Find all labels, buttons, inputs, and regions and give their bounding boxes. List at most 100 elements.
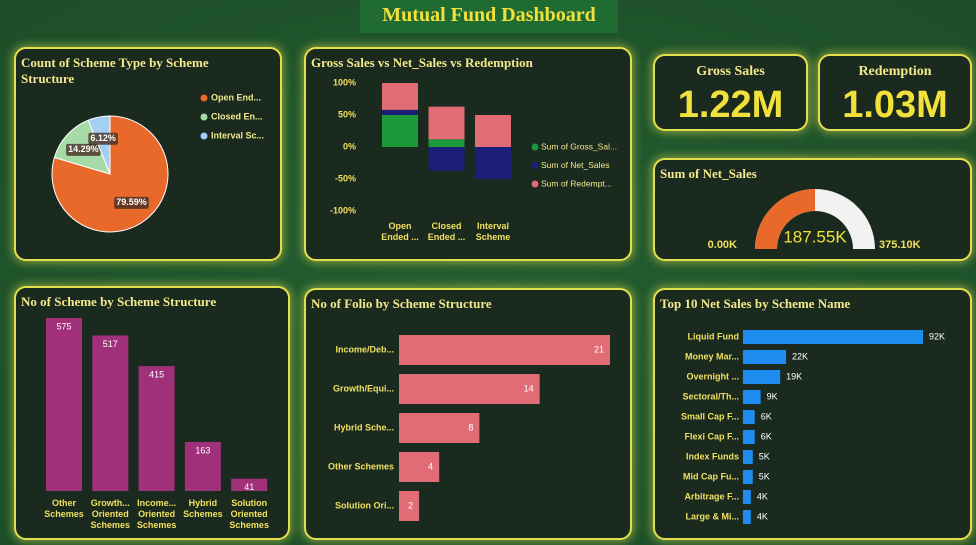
- dashboard-title: Mutual Fund Dashboard: [360, 0, 618, 33]
- data-label: 163: [195, 445, 210, 455]
- bar: [743, 510, 751, 524]
- legend-marker: [200, 113, 208, 121]
- pie-panel: 79.59% Open End... 14.29% Closed En... 6.12%…: [14, 47, 282, 261]
- bar: [399, 413, 480, 443]
- bar-segment: [475, 115, 511, 147]
- bar: [743, 470, 753, 484]
- bar: [743, 490, 751, 504]
- data-label: 415: [149, 370, 164, 380]
- y-tick-label: Income/Deb...: [335, 344, 394, 354]
- chart: 79.59% Open End... 14.29% Closed En... 6.12%…: [51, 92, 264, 233]
- chart: 187.55K 0.00K 375.10K: [708, 189, 921, 251]
- bar-segment: [428, 147, 465, 171]
- y-tick-label: Growth/Equi...: [333, 383, 394, 393]
- x-tick-label: Open Ended ...: [381, 221, 419, 242]
- y-tick-label: -100%: [330, 205, 356, 215]
- y-tick-label: Small Cap F...: [681, 411, 739, 421]
- bar: [399, 335, 610, 365]
- y-tick-label: Hybrid Sche...: [334, 422, 394, 432]
- chart-title: Top 10 Net Sales by Scheme Name: [660, 296, 851, 311]
- bar-segment: [428, 139, 465, 147]
- legend-marker: [531, 143, 539, 151]
- bar: [743, 370, 781, 384]
- y-tick-label: Overnight ...: [686, 371, 739, 381]
- data-label: 4K: [757, 491, 768, 501]
- x-tick-label: Interval Scheme: [475, 221, 511, 242]
- bar: [743, 450, 753, 464]
- bar: [138, 366, 175, 491]
- legend-marker: [200, 132, 208, 140]
- y-tick-label: Large & Mi...: [685, 511, 739, 521]
- chart-title: Count of Scheme Type by Scheme Structure: [21, 55, 209, 86]
- x-tick-label: Other Schemes: [44, 498, 84, 519]
- bar: [743, 330, 923, 344]
- legend-marker: [531, 162, 539, 169]
- gauge-min-label: 0.00K: [708, 239, 737, 251]
- bar: [92, 335, 129, 491]
- chart-title: No of Scheme by Scheme Structure: [21, 294, 217, 309]
- y-tick-label: -50%: [335, 173, 356, 183]
- x-tick-label: Hybrid Schemes: [183, 498, 223, 519]
- legend-label: Sum of Gross_Sal...: [541, 141, 617, 151]
- bar-segment: [382, 83, 418, 110]
- card-label: Gross Sales: [696, 64, 765, 79]
- data-label: 22K: [792, 351, 808, 361]
- chart: Income/Deb... 21 Growth/Equi... 14 Hybrid Sc…: [328, 335, 610, 521]
- gauge-max-label: 375.10K: [879, 239, 921, 251]
- y-tick-label: Sectoral/Th...: [682, 391, 739, 401]
- bar-panel: 575 517 415 163 41 No of Scheme by Scheme St…: [14, 286, 290, 540]
- pie-slice: [87, 115, 111, 175]
- bar: [231, 478, 268, 491]
- chart: 100% 50% 0% -50% -100% Sum of Gross_Sal... Sum…: [330, 77, 617, 215]
- legend-label: Sum of Net_Sales: [541, 160, 610, 170]
- data-label: 2: [408, 500, 413, 510]
- data-label: 4K: [757, 511, 768, 521]
- y-tick-label: 100%: [333, 77, 356, 87]
- y-tick-label: Money Mar...: [685, 351, 739, 361]
- x-tick-label: Growth... Oriented Schemes: [90, 498, 131, 530]
- chart-title: Sum of Net_Sales: [660, 166, 757, 181]
- y-tick-label: Other Schemes: [328, 461, 394, 471]
- y-tick-label: Flexi Cap F...: [684, 431, 739, 441]
- bar: [399, 374, 540, 404]
- bar-segment: [382, 109, 418, 115]
- bar: [743, 410, 755, 424]
- stacked-panel: 100% 50% 0% -50% -100% Sum of Gross_Sal... Sum…: [304, 47, 632, 261]
- hbar-panel: Income/Deb... 21 Growth/Equi... 14 Hybrid Sc…: [304, 288, 632, 540]
- y-tick-label: Mid Cap Fu...: [683, 471, 739, 481]
- kpi-card: Gross Sales 1.22M: [653, 54, 808, 131]
- legend-label: Open End...: [211, 92, 261, 102]
- data-label: 14: [524, 383, 534, 393]
- data-label: 4: [428, 461, 433, 471]
- bar: [743, 350, 787, 364]
- data-label: 9K: [767, 391, 778, 401]
- data-label: 517: [103, 339, 118, 349]
- gauge-value: [755, 189, 815, 249]
- data-label: 21: [594, 344, 604, 354]
- hbar-panel: Liquid Fund 92K Money Mar... 22K Overnight .…: [653, 288, 972, 540]
- bar: [743, 430, 755, 444]
- legend-label: Sum of Redempt...: [541, 178, 612, 188]
- y-tick-label: Solution Ori...: [335, 500, 394, 510]
- data-label: 575: [56, 321, 71, 331]
- bar: [743, 390, 761, 404]
- data-label: 6.12%: [90, 133, 116, 143]
- legend-label: Interval Sc...: [211, 130, 264, 140]
- y-tick-label: Arbitrage F...: [684, 491, 739, 501]
- y-tick-label: 0%: [343, 141, 356, 151]
- chart: 575 517 415 163 41: [46, 318, 268, 492]
- data-label: 5K: [759, 471, 770, 481]
- bar: [184, 441, 221, 491]
- card-value: 1.03M: [842, 84, 948, 126]
- legend-label: Closed En...: [211, 111, 263, 121]
- x-tick-label: Closed Ended ...: [427, 221, 466, 242]
- data-label: 5K: [759, 451, 770, 461]
- data-label: 41: [244, 482, 254, 492]
- chart-title: Gross Sales vs Net_Sales vs Redemption: [311, 55, 533, 70]
- label-background: [66, 143, 101, 156]
- gauge-value-label: 187.55K: [783, 227, 847, 246]
- data-label: 14.29%: [68, 144, 99, 154]
- kpi-card: Redemption 1.03M: [818, 54, 972, 131]
- card-label: Redemption: [858, 64, 932, 79]
- card-value: 1.22M: [677, 84, 784, 126]
